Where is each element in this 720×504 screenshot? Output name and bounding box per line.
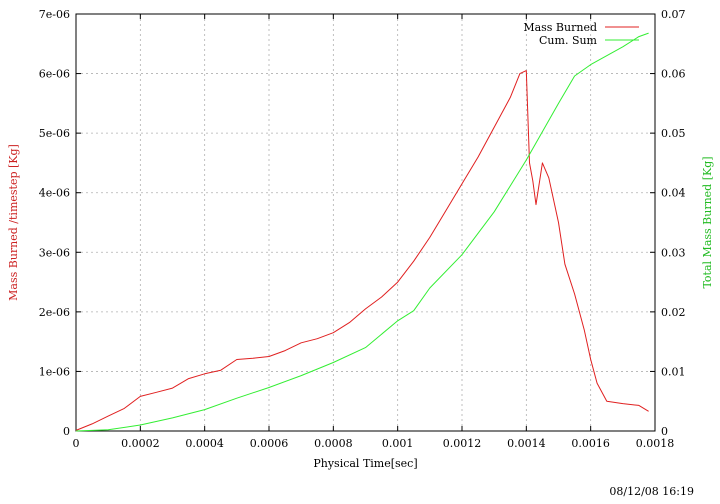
x-tick-label: 0 xyxy=(73,437,80,450)
y-tick-label: 2e-06 xyxy=(39,306,70,319)
timestamp: 08/12/08 16:19 xyxy=(609,485,694,498)
y2-tick-label: 0 xyxy=(661,425,668,438)
x-tick-label: 0.0012 xyxy=(443,437,482,450)
x-tick-label: 0.0004 xyxy=(185,437,224,450)
y2-tick-label: 0.04 xyxy=(661,187,686,200)
series-lines xyxy=(75,32,649,432)
y-tick-label: 6e-06 xyxy=(39,68,70,81)
grid xyxy=(76,14,655,431)
y2-tick-label: 0.03 xyxy=(661,246,686,259)
y2-tick-label: 0.07 xyxy=(661,8,686,21)
y-axis-label: Mass Burned /timestep [Kg] xyxy=(7,144,20,301)
y2-tick-label: 0.06 xyxy=(661,68,686,81)
legend-label: Cum. Sum xyxy=(539,34,598,47)
x-tick-label: 0.001 xyxy=(382,437,414,450)
x-axis-label: Physical Time[sec] xyxy=(313,457,417,470)
y2-tick-label: 0.02 xyxy=(661,306,686,319)
x-tick-label: 0.0016 xyxy=(571,437,610,450)
y-tick-label: 3e-06 xyxy=(39,246,70,259)
x-tick-label: 0.0008 xyxy=(314,437,353,450)
series-line-mass-burned xyxy=(75,70,649,431)
x-tick-label: 0.0002 xyxy=(121,437,160,450)
x-tick-label: 0.0006 xyxy=(250,437,289,450)
x-tick-label: 0.0018 xyxy=(636,437,675,450)
y2-axis-label: Total Mass Burned [Kg] xyxy=(701,156,714,288)
x-tick-label: 0.0014 xyxy=(507,437,546,450)
axis-ticks: 0 0.0002 0.0004 0.0006 0.0008 0.001 0.0012 0.00… xyxy=(39,8,686,450)
plot-frame xyxy=(75,13,656,432)
y-tick-label: 1e-06 xyxy=(39,365,70,378)
y2-tick-label: 0.01 xyxy=(661,365,686,378)
series-line-cum-sum xyxy=(75,32,649,432)
y-tick-label: 0 xyxy=(63,425,70,438)
y-tick-label: 5e-06 xyxy=(39,127,70,140)
y-tick-label: 4e-06 xyxy=(39,187,70,200)
y-tick-label: 7e-06 xyxy=(39,8,70,21)
y2-tick-label: 0.05 xyxy=(661,127,686,140)
legend-label: Mass Burned xyxy=(523,21,597,34)
